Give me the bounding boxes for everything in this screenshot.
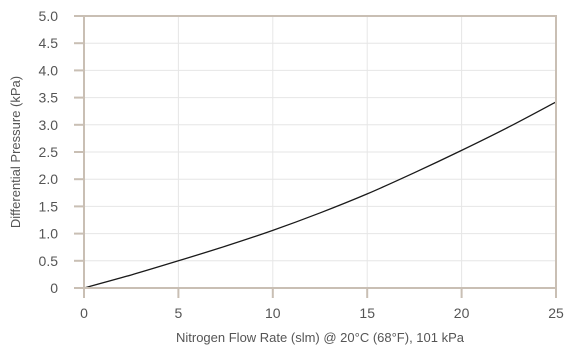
y-tick-label: 0 <box>50 280 58 296</box>
y-tick-label: 3.0 <box>39 117 59 133</box>
plot-frame <box>74 15 557 298</box>
x-tick-labels: 0 5 10 15 20 25 <box>80 305 564 321</box>
y-tick-label: 1.0 <box>39 226 59 242</box>
y-tick-label: 2.5 <box>39 144 59 160</box>
x-tick-label: 0 <box>80 305 88 321</box>
series-line <box>83 101 557 289</box>
x-tick-label: 25 <box>548 305 564 321</box>
series-layer <box>83 101 557 289</box>
y-tick-label: 5.0 <box>39 8 59 24</box>
y-tick-labels: 0 0.5 1.0 1.5 2.0 2.5 3.0 3.5 4.0 4.5 5.0 <box>39 8 59 296</box>
x-tick-label: 15 <box>359 305 375 321</box>
x-tick-label: 5 <box>175 305 183 321</box>
x-tick-label: 20 <box>454 305 470 321</box>
y-tick-label: 2.0 <box>39 171 59 187</box>
x-axis-title: Nitrogen Flow Rate (slm) @ 20°C (68°F), … <box>176 330 465 345</box>
x-tick-label: 10 <box>265 305 281 321</box>
y-tick-label: 3.5 <box>39 90 59 106</box>
y-tick-label: 4.5 <box>39 35 59 51</box>
grid-lines <box>84 16 556 288</box>
y-tick-label: 0.5 <box>39 253 59 269</box>
y-tick-label: 1.5 <box>39 198 59 214</box>
y-axis-title: Differential Pressure (kPa) <box>8 76 23 228</box>
y-tick-label: 4.0 <box>39 62 59 78</box>
